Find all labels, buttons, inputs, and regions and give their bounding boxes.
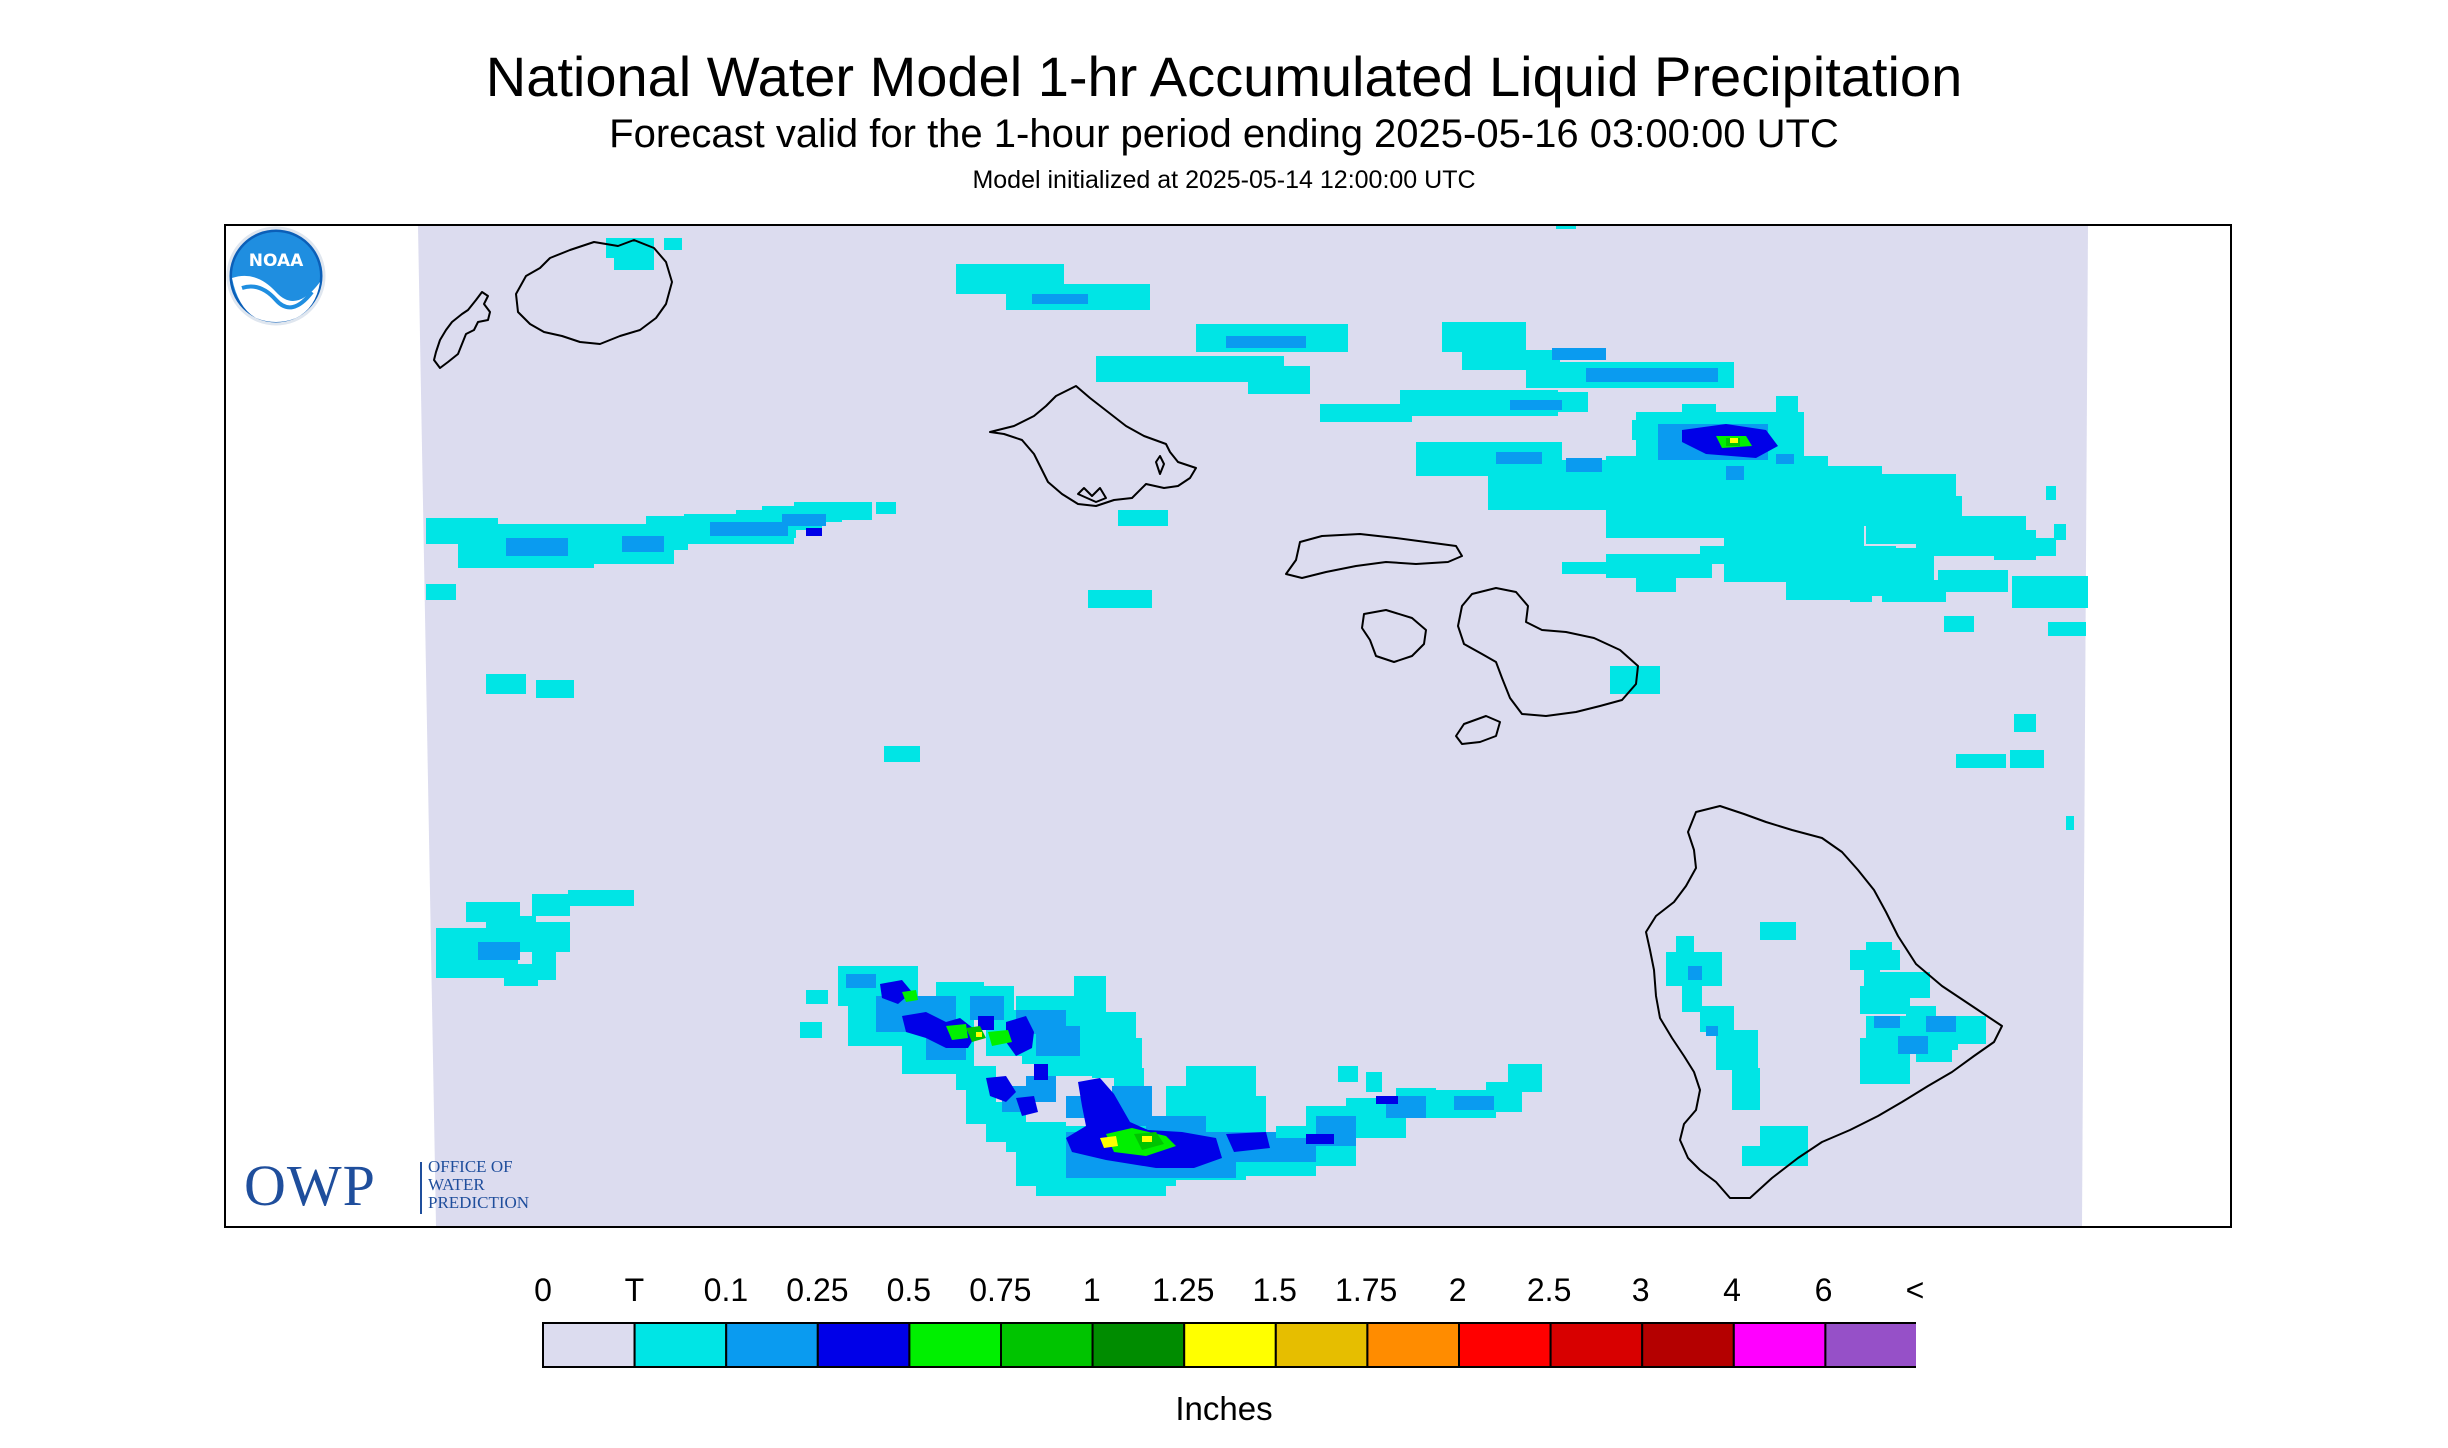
legend-tick-label: 1.75 [1335, 1272, 1398, 1308]
legend-tick-label: 2.5 [1526, 1272, 1572, 1308]
owp-logo-divider [420, 1162, 422, 1214]
map-canvas [418, 226, 2088, 1226]
legend-swatch-0 [542, 1322, 636, 1368]
legend-tick-label: 0.75 [969, 1272, 1032, 1308]
owp-logo-abbr: OWP [244, 1153, 376, 1218]
island-kahoolawe [1455, 715, 1501, 745]
legend-tick-label: 1.5 [1252, 1272, 1297, 1308]
map-title: National Water Model 1-hr Accumulated Li… [485, 45, 1963, 108]
color-legend [542, 1322, 1916, 1368]
map-subtitle: Forecast valid for the 1-hour period end… [609, 112, 1839, 156]
legend-tick-label: 1.25 [1152, 1272, 1215, 1308]
legend-swatch-2 [725, 1322, 819, 1368]
legend-swatch-13 [1732, 1322, 1827, 1368]
legend-tick-label: < [1905, 1272, 1925, 1308]
island-kauai [515, 239, 673, 345]
legend-tick-label: T [624, 1272, 645, 1308]
legend-tick-label: 6 [1814, 1272, 1833, 1308]
legend-swatch-14 [1824, 1322, 1916, 1368]
noaa-logo: NOAA [226, 226, 326, 326]
island-lanai [1361, 609, 1427, 663]
legend-swatch-10 [1458, 1322, 1552, 1368]
legend-tick-label: 2 [1448, 1272, 1467, 1308]
legend-tick-label: 0 [534, 1272, 552, 1308]
legend-swatch-5 [1000, 1322, 1094, 1368]
island-maui [1457, 587, 1639, 717]
rain-cells-1.25 [976, 438, 1738, 1148]
owp-logo-text: OFFICE OF WATER PREDICTION [428, 1157, 530, 1212]
legend-units: Inches [1175, 1390, 1273, 1427]
legend-swatch-4 [908, 1322, 1002, 1368]
legend-tick-label: 0.1 [703, 1272, 749, 1308]
noaa-logo-text: NOAA [249, 251, 304, 271]
legend-swatch-8 [1274, 1322, 1369, 1368]
legend-tick-label: 3 [1631, 1272, 1650, 1308]
legend-swatch-3 [816, 1322, 911, 1368]
coastlines [433, 239, 2003, 1199]
legend-tick-label: 1 [1082, 1272, 1101, 1308]
island-oahu [989, 385, 1197, 507]
legend-tick-label: 4 [1723, 1272, 1741, 1308]
legend-swatch-6 [1091, 1322, 1186, 1368]
island-niihau [433, 291, 491, 369]
legend-swatch-11 [1549, 1322, 1644, 1368]
legend-swatch-12 [1641, 1322, 1735, 1368]
island-molokai [1285, 533, 1463, 579]
model-init-line: Model initialized at 2025-05-14 12:00:00… [972, 166, 1476, 194]
legend-tick-label: 0.25 [786, 1272, 849, 1308]
legend-tick-label: 0.5 [886, 1272, 932, 1308]
precipitation-map: OWP OFFICE OF WATER PREDICTION NOAA [224, 224, 2232, 1228]
legend-swatch-1 [633, 1322, 728, 1368]
island-hawaii [1645, 805, 2003, 1199]
legend-swatch-7 [1183, 1322, 1277, 1368]
legend-swatch-9 [1366, 1322, 1461, 1368]
